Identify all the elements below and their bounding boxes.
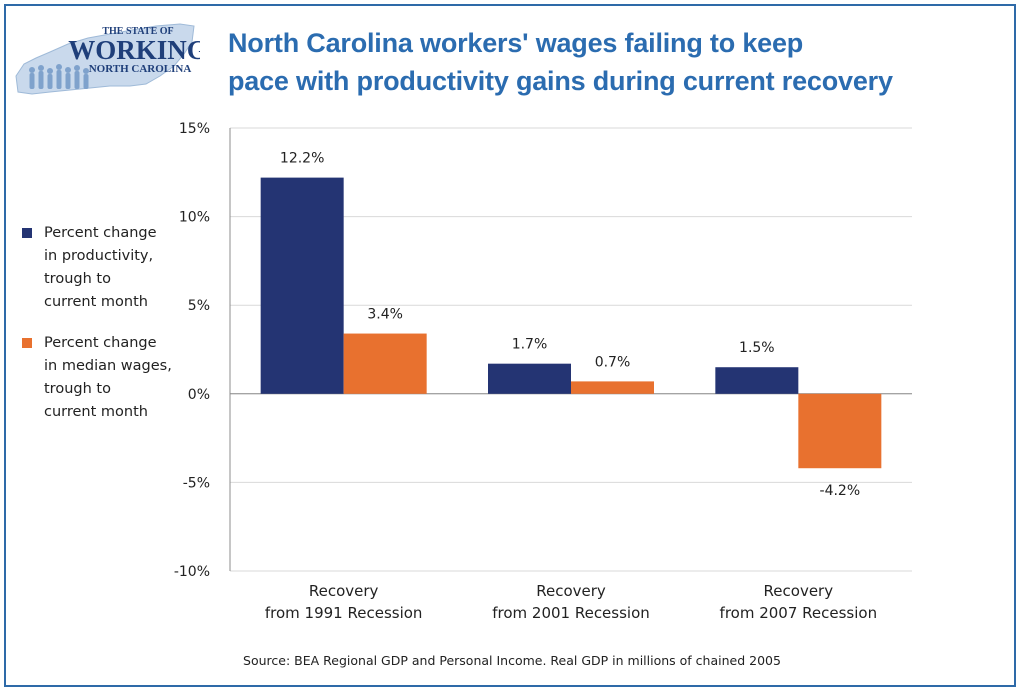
data-label: 0.7% — [595, 354, 631, 370]
y-tick-label: 0% — [188, 387, 210, 403]
legend-swatch-wages — [22, 338, 32, 348]
data-label: -4.2% — [820, 483, 861, 499]
bar — [488, 363, 571, 394]
x-category-label: Recovery — [764, 582, 834, 600]
bar — [343, 333, 427, 394]
legend-item-wages: Percent change in median wages, trough t… — [22, 332, 212, 424]
x-category-label: Recovery — [536, 582, 606, 600]
source-note: Source: BEA Regional GDP and Personal In… — [243, 653, 781, 668]
bar — [715, 367, 799, 394]
data-label: 12.2% — [280, 151, 324, 167]
x-category-label: from 1991 Recession — [265, 604, 423, 622]
legend-item-productivity: Percent change in productivity, trough t… — [22, 222, 212, 314]
logo-line1: THE STATE OF — [102, 26, 173, 37]
chart-legend: Percent change in productivity, trough t… — [22, 222, 212, 442]
chart-title: North Carolina workers' wages failing to… — [228, 24, 1008, 100]
data-label: 1.5% — [739, 340, 775, 356]
y-tick-label: 15% — [179, 121, 210, 137]
chart-title-line-2: pace with productivity gains during curr… — [228, 66, 893, 96]
legend-label-wages: Percent change in median wages, trough t… — [44, 335, 172, 420]
logo-line2: WORKING — [68, 35, 200, 65]
state-of-working-nc-logo: THE STATE OF WORKING NORTH CAROLINA — [15, 23, 200, 95]
y-tick-label: 10% — [179, 210, 210, 226]
bar — [571, 381, 654, 394]
y-tick-label: 5% — [188, 298, 210, 314]
logo-line3: NORTH CAROLINA — [89, 63, 192, 75]
bar — [798, 393, 882, 469]
x-category-label: from 2007 Recession — [720, 604, 878, 622]
x-category-label: from 2001 Recession — [492, 604, 650, 622]
x-category-label: Recovery — [309, 582, 379, 600]
y-tick-label: -5% — [183, 475, 210, 491]
bar — [260, 177, 344, 394]
chart-frame — [4, 4, 1016, 687]
chart-title-line-1: North Carolina workers' wages failing to… — [228, 28, 804, 58]
legend-swatch-productivity — [22, 228, 32, 238]
y-tick-label: -10% — [174, 564, 210, 580]
data-label: 1.7% — [512, 337, 548, 353]
legend-label-productivity: Percent change in productivity, trough t… — [44, 225, 157, 310]
data-label: 3.4% — [367, 307, 403, 323]
